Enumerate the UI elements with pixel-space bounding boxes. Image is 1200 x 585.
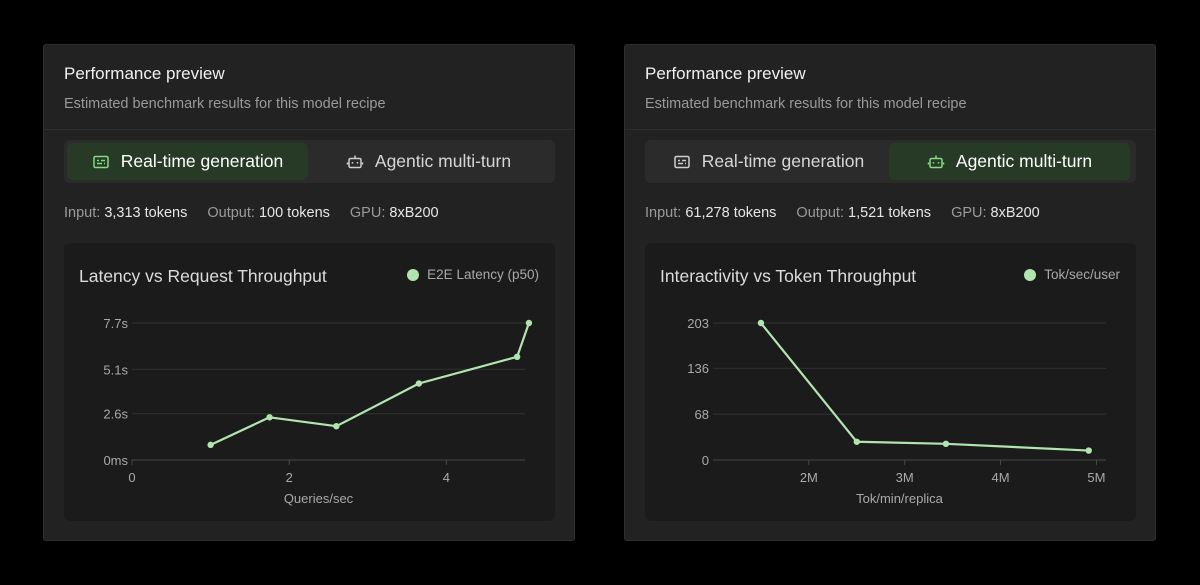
card-title: Performance preview [64,64,225,83]
x-axis-label: Queries/sec [284,491,354,506]
y-tick-label: 0ms [103,453,128,468]
chart-title: Latency vs Request Throughput [79,266,327,286]
input-tokens: Input: 3,313 tokens [64,205,188,221]
y-tick-label: 203 [687,316,709,331]
card-subtitle: Estimated benchmark results for this mod… [645,96,967,112]
y-tick-label: 2.6s [103,407,128,422]
y-tick-label: 7.7s [103,316,128,331]
x-tick-label: 0 [128,470,135,485]
performance-preview-card-agentic: Performance preview Estimated benchmark … [624,44,1156,541]
legend-swatch [1024,268,1037,281]
legend-swatch [407,268,420,281]
robot-icon [346,153,364,171]
data-point [853,438,860,445]
card-header: Performance preview Estimated benchmark … [625,45,1155,130]
terminal-icon [673,153,691,171]
y-tick-label: 136 [687,361,709,376]
data-point [333,422,340,430]
x-axis-label: Tok/min/replica [856,491,943,506]
x-tick-label: 4M [992,470,1010,485]
data-point [266,414,273,421]
card-title: Performance preview [645,64,806,83]
tab-agentic-multi-turn[interactable]: Agentic multi-turn [308,143,549,180]
gpu-config: GPU: 8xB200 [349,205,439,221]
legend-label: Tok/sec/user [1044,267,1120,282]
interactivity-chart-plot: 0 68 136 203 2M 3M 4M 5M Tok/min/replica [687,316,1106,506]
data-point [415,380,423,387]
robot-icon [927,153,945,171]
data-point [757,319,765,327]
x-tick-label: 2 [286,470,293,485]
tab-label: Real-time generation [701,151,865,171]
card-header: Performance preview Estimated benchmark … [44,45,574,130]
gpu-config: GPU: 8xB200 [951,205,1040,221]
y-tick-label: 5.1s [103,362,128,377]
tab-real-time-generation[interactable]: Real-time generation [648,143,889,180]
chart-legend: E2E Latency (p50) [407,267,539,282]
benchmark-meta: Input: 61,278 tokens Output: 1,521 token… [645,205,1040,221]
tab-agentic-multi-turn[interactable]: Agentic multi-turn [889,143,1130,180]
tab-real-time-generation[interactable]: Real-time generation [67,143,308,180]
data-point [942,440,950,448]
chart-title: Interactivity vs Token Throughput [660,266,917,286]
tab-label: Real-time generation [120,151,284,171]
data-point [1085,447,1092,454]
input-tokens: Input: 61,278 tokens [645,205,777,221]
card-subtitle: Estimated benchmark results for this mod… [64,96,386,112]
legend-label: E2E Latency (p50) [427,267,539,282]
output-tokens: Output: 1,521 tokens [796,205,932,221]
x-tick-label: 2M [800,470,818,485]
y-tick-label: 68 [695,407,709,422]
terminal-icon [92,153,110,171]
chart-legend: Tok/sec/user [1024,267,1120,282]
interactivity-chart: Interactivity vs Token Throughput Tok/se… [645,243,1136,521]
data-point [513,353,521,361]
latency-chart: Latency vs Request Throughput E2E Latenc… [64,243,555,521]
scenario-tabs: Real-time generation Agentic multi-turn [645,140,1136,183]
tab-label: Agentic multi-turn [374,151,512,171]
series-line [760,322,1089,452]
y-tick-label: 0 [702,453,709,468]
data-point [207,441,214,449]
latency-chart-plot: 0ms 2.6s 5.1s 7.7s 0 2 4 Queries/sec [103,316,533,506]
output-tokens: Output: 100 tokens [207,205,330,221]
benchmark-meta: Input: 3,313 tokens Output: 100 tokens G… [64,205,439,221]
tab-label: Agentic multi-turn [955,151,1093,171]
performance-preview-card-realtime: Performance preview Estimated benchmark … [43,44,575,541]
series-line [210,322,530,446]
scenario-tabs: Real-time generation Agentic multi-turn [64,140,555,183]
x-tick-label: 4 [443,470,450,485]
data-point [525,319,533,327]
x-tick-label: 3M [896,470,914,485]
x-tick-label: 5M [1087,470,1105,485]
